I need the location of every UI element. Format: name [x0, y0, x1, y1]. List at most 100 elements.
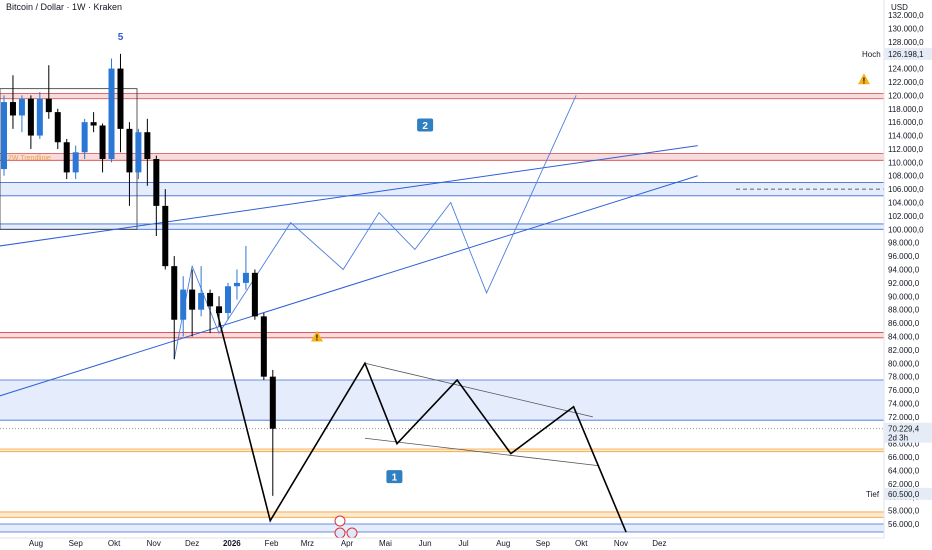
candle-body [189, 289, 196, 310]
candle-body [260, 316, 267, 377]
low-price-value: 60.500,0 [888, 490, 920, 499]
candle-body [225, 286, 231, 314]
y-tick-label: 114.000,0 [888, 132, 924, 141]
price-axis[interactable]: 132.000,0130.000,0128.000,0126.000,0124.… [862, 0, 932, 550]
warning-icon-axis [858, 73, 870, 85]
x-tick-label: Sep [536, 539, 551, 548]
candle-body [162, 205, 169, 267]
candle-body [153, 158, 160, 206]
y-tick-label: 84.000,0 [888, 332, 920, 341]
x-tick-label: Jun [419, 539, 432, 548]
marks-layer: 5 2 1 2W Trendlinie!! [8, 32, 870, 539]
x-tick-label: Aug [496, 539, 510, 548]
y-tick-label: 104.000,0 [888, 199, 924, 208]
x-tick-label: Nov [147, 539, 161, 548]
y-tick-label: 88.000,0 [888, 306, 920, 315]
wave-box-label-2: 2 [422, 121, 428, 132]
x-tick-label: 2026 [223, 539, 241, 548]
zone-blue [0, 182, 884, 196]
current-price-bg [884, 422, 932, 443]
zones-layer [0, 88, 884, 533]
flag-icon [346, 527, 358, 539]
y-tick-label: 92.000,0 [888, 279, 920, 288]
zone-red [0, 332, 884, 338]
y-tick-label: 128.000,0 [888, 38, 924, 47]
event-icon [334, 515, 346, 527]
high-price-bg [884, 47, 932, 60]
price-axis-bg [884, 0, 932, 550]
y-tick-label: 116.000,0 [888, 118, 924, 127]
y-tick-label: 90.000,0 [888, 292, 920, 301]
projection-black [215, 309, 627, 533]
zone-orange [0, 448, 884, 452]
zone-blue [0, 524, 884, 533]
y-tick-label: 98.000,0 [888, 239, 920, 248]
projection-blue [173, 95, 577, 360]
warning-icon [311, 330, 323, 342]
candle-body [81, 122, 88, 153]
y-tick-label: 118.000,0 [888, 105, 924, 114]
candle-body [108, 68, 115, 159]
wave-box-label-1: 1 [392, 473, 398, 484]
y-tick-label: 130.000,0 [888, 24, 924, 33]
candle-body [251, 272, 258, 317]
flag-icon [334, 527, 346, 539]
x-tick-label: Okt [108, 539, 121, 548]
candle-body [9, 102, 16, 116]
zone-red [0, 93, 884, 99]
candle-body [18, 98, 25, 116]
y-tick-label: 86.000,0 [888, 319, 920, 328]
candle-body [180, 289, 187, 320]
y-tick-label: 108.000,0 [888, 172, 924, 181]
y-tick-label: 112.000,0 [888, 145, 924, 154]
candle-body [242, 272, 249, 283]
wedge-line [364, 362, 593, 418]
y-tick-label: 94.000,0 [888, 266, 920, 275]
x-tick-label: Dez [652, 539, 666, 548]
time-axis-bg [0, 538, 932, 550]
high-price-value: 126.198,1 [888, 50, 924, 59]
trendline [0, 175, 698, 397]
zone-blue [0, 380, 884, 421]
y-tick-label: 62.000,0 [888, 480, 920, 489]
y-tick-label: 96.000,0 [888, 252, 920, 261]
x-tick-label: Mrz [301, 539, 314, 548]
candle-body [233, 282, 240, 287]
y-tick-label: 58.000,0 [888, 507, 920, 516]
candle-body [269, 376, 276, 429]
candle-body [90, 122, 97, 126]
candle-body [171, 266, 178, 320]
x-tick-label: Feb [265, 539, 279, 548]
wave-label-5: 5 [118, 32, 124, 43]
y-tick-label: 106.000,0 [888, 185, 924, 194]
candle-body [207, 292, 214, 307]
candle-body [216, 306, 223, 314]
zone-blue [0, 223, 884, 230]
wave-box [417, 118, 434, 132]
y-tick-label: 110.000,0 [888, 158, 924, 167]
wave-box [386, 470, 403, 484]
candle-body [72, 152, 79, 173]
candle-body [27, 98, 34, 136]
low-label: Tief [866, 490, 880, 499]
current-price-value: 70.229,4 [888, 425, 920, 434]
x-tick-label: Mai [379, 539, 392, 548]
warning-icon-mark: ! [316, 333, 319, 342]
zone-orange [0, 511, 884, 518]
candle-body [45, 98, 52, 113]
y-tick-label: 66.000,0 [888, 453, 920, 462]
candle-body [126, 128, 133, 173]
candle-body [63, 142, 70, 173]
y-tick-label: 124.000,0 [888, 65, 924, 74]
x-tick-label: Dez [185, 539, 199, 548]
time-axis[interactable]: Aug Sep Okt Nov Dez 2026 Feb Mrz Apr Mai Jun Jul Aug… [0, 537, 932, 550]
candles-layer [1, 53, 276, 496]
trendline-note: 2W Trendlinie [8, 155, 51, 162]
y-tick-label: 102.000,0 [888, 212, 924, 221]
wedge-line [364, 437, 600, 467]
candle-body [135, 132, 142, 173]
x-tick-label: Jul [458, 539, 468, 548]
x-tick-label: Sep [69, 539, 84, 548]
